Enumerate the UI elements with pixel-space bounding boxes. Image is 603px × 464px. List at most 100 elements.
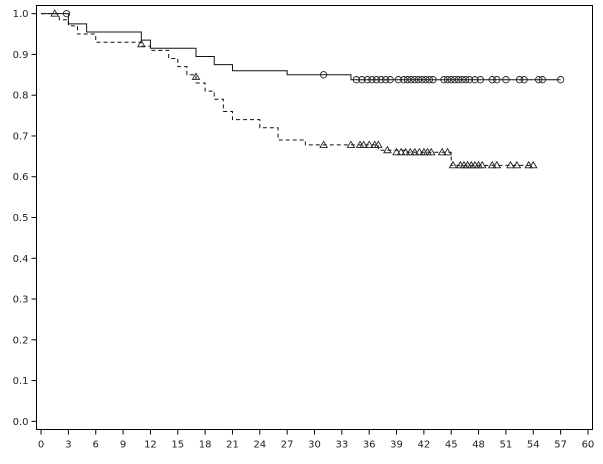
y-tick-label: 0.0 xyxy=(13,417,29,428)
censor-marker-triangle xyxy=(355,140,365,148)
x-tick-label: 39 xyxy=(390,440,403,451)
x-axis: 0 3 6 9 12 15 18 21 24 27 30 33 36 39 42 45 48 51 54 57 60 xyxy=(38,429,595,451)
censor-marker-circle xyxy=(411,76,419,84)
censor-marker-triangle xyxy=(455,160,465,169)
censor-marker-triangle xyxy=(426,147,436,156)
censor-marker-triangle xyxy=(437,147,447,156)
y-tick-label: 0.1 xyxy=(13,376,29,387)
x-tick-label: 24 xyxy=(253,440,266,451)
x-tick-label: 54 xyxy=(527,440,540,451)
censor-marker-triangle xyxy=(414,147,424,156)
plot-frame xyxy=(36,5,593,430)
censor-marker-triangle xyxy=(319,140,329,148)
censor-marker-circle xyxy=(407,76,415,84)
censor-marker-circle xyxy=(556,76,565,84)
censor-marker-triangle xyxy=(346,140,356,148)
censor-marker-circle xyxy=(458,76,466,84)
x-tick-label: 18 xyxy=(199,440,212,451)
censor-marker-triangle xyxy=(463,160,473,169)
x-tick-label: 33 xyxy=(335,440,348,451)
censor-marker-triangle xyxy=(136,39,146,48)
censor-marker-layer xyxy=(50,9,565,169)
x-tick-label: 51 xyxy=(500,440,513,451)
censor-marker-triangle xyxy=(50,9,60,17)
x-tick-label: 48 xyxy=(472,440,485,451)
x-tick-label: 21 xyxy=(226,440,239,451)
x-tick-label: 30 xyxy=(308,440,321,451)
censor-marker-circle xyxy=(447,76,455,84)
censor-marker-circle xyxy=(363,76,372,84)
x-tick-label: 45 xyxy=(445,440,458,451)
censor-marker-circle xyxy=(502,76,510,84)
censor-marker-circle xyxy=(476,76,485,84)
x-tick-label: 15 xyxy=(171,440,184,451)
censor-marker-circle xyxy=(386,76,394,84)
censor-marker-triangle xyxy=(487,160,497,169)
censor-marker-circle xyxy=(372,76,381,84)
censor-marker-circle xyxy=(319,71,328,79)
censor-marker-triangle xyxy=(359,140,369,148)
censor-marker-triangle xyxy=(506,160,515,169)
censor-marker-triangle xyxy=(401,147,411,156)
censor-marker-triangle xyxy=(492,160,502,169)
censor-marker-circle xyxy=(535,76,543,84)
censor-marker-circle xyxy=(465,76,474,84)
x-tick-label: 42 xyxy=(418,440,431,451)
x-tick-label: 6 xyxy=(93,440,99,451)
y-tick-label: 0.6 xyxy=(13,172,29,183)
y-tick-label: 0.8 xyxy=(13,91,29,102)
censor-marker-triangle xyxy=(405,147,415,156)
y-tick-label: 0.5 xyxy=(13,213,29,224)
censor-marker-circle xyxy=(368,76,376,84)
censor-marker-triangle xyxy=(448,160,458,169)
y-tick-label: 0.2 xyxy=(13,335,29,346)
censor-marker-triangle xyxy=(528,160,538,169)
x-tick-label: 3 xyxy=(65,440,71,451)
censor-marker-circle xyxy=(400,76,408,84)
censor-marker-triangle xyxy=(410,147,420,156)
censor-marker-circle xyxy=(443,76,452,84)
x-tick-label: 0 xyxy=(38,440,44,451)
censor-marker-circle xyxy=(520,76,528,84)
censor-marker-circle xyxy=(425,76,433,84)
censor-marker-circle xyxy=(429,76,437,84)
x-tick-label: 9 xyxy=(120,440,126,451)
censor-marker-circle xyxy=(377,76,385,84)
censor-marker-circle xyxy=(471,76,479,84)
censor-marker-triangle xyxy=(524,160,534,169)
censor-marker-triangle xyxy=(392,147,401,156)
censor-marker-circle xyxy=(422,76,430,84)
censor-marker-triangle xyxy=(477,160,487,169)
y-tick-label: 0.4 xyxy=(13,254,29,265)
y-tick-label: 1.0 xyxy=(13,9,29,20)
censor-marker-circle xyxy=(358,76,366,84)
censor-marker-circle xyxy=(62,10,71,18)
censor-marker-triangle xyxy=(443,147,452,156)
censor-marker-circle xyxy=(403,76,412,84)
censor-marker-circle xyxy=(462,76,470,84)
censor-marker-triangle xyxy=(396,147,406,156)
censor-marker-triangle xyxy=(512,160,522,169)
y-tick-label: 0.9 xyxy=(13,50,29,61)
censor-marker-triangle xyxy=(470,160,480,169)
x-tick-label: 57 xyxy=(554,440,567,451)
censor-marker-triangle xyxy=(423,147,432,156)
series-layer xyxy=(41,13,561,166)
x-tick-label: 27 xyxy=(281,440,294,451)
censor-marker-circle xyxy=(414,76,423,84)
censor-marker-circle xyxy=(488,76,496,84)
censor-marker-triangle xyxy=(383,145,392,154)
censor-marker-circle xyxy=(440,76,448,84)
censor-marker-circle xyxy=(454,76,463,84)
survival-curve-2 xyxy=(41,13,534,166)
x-tick-label: 60 xyxy=(582,440,595,451)
censor-marker-circle xyxy=(538,76,547,84)
censor-marker-circle xyxy=(451,76,459,84)
survival-curve-1 xyxy=(41,13,561,81)
x-tick-label: 36 xyxy=(363,440,376,451)
censor-marker-triangle xyxy=(459,160,469,169)
censor-marker-triangle xyxy=(466,160,476,169)
censor-marker-circle xyxy=(352,76,361,84)
